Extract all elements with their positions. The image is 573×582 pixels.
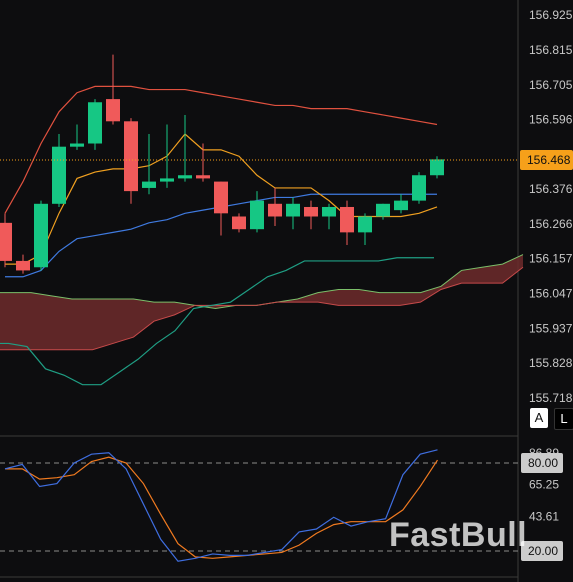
stoch-tick-label: 86.89 [529,446,559,460]
candle-up [34,203,48,268]
log-scale-button[interactable]: L [554,408,573,430]
candle-down [124,121,138,192]
candle-down [268,203,282,217]
candle-up [412,175,426,201]
candle-up [430,159,444,176]
candle-up [394,200,408,211]
cloud-bottom-line [0,266,524,351]
price-tick-label: 156.376 [529,182,573,196]
watermark-logo: FastBull [389,516,528,554]
candle-up [88,102,102,144]
current-price-label: 156.468 [527,153,571,167]
candle-down [0,222,12,261]
price-tick-label: 156.705 [529,78,573,92]
candle-up [322,206,336,217]
candle-up [70,143,84,147]
ichimoku-cloud [0,254,523,350]
candle-up [376,203,390,217]
auto-scale-button[interactable]: A [530,408,548,428]
candle-up [160,178,174,182]
price-tick-label: 156.596 [529,112,573,126]
price-tick-label: 156.815 [529,43,573,57]
price-tick-label: 155.937 [529,322,573,336]
candle-down [232,216,246,230]
candle-up [286,203,300,217]
stoch-level-label: 80.00 [528,456,558,470]
stoch-tick-label: 65.25 [529,478,559,492]
stoch-level-label: 20.00 [528,544,558,558]
candle-up [52,146,66,204]
price-tick-label: 156.925 [529,8,573,22]
price-tick-label: 155.718 [529,391,573,405]
candle-up [142,181,156,188]
stoch-d-line [5,456,439,559]
candle-down [340,206,354,233]
price-tick-label: 156.157 [529,252,573,266]
candle-down [106,99,120,122]
candle-down [304,206,318,217]
candle-down [16,260,30,271]
upper-band-line [4,85,438,214]
candle-down [214,181,228,214]
price-tick-label: 156.266 [529,217,573,231]
current-price-tag [520,150,573,171]
price-tick-label: 156.047 [529,287,573,301]
stoch-level-tag [521,453,563,473]
candle-down [196,175,210,179]
stoch-level-tag [521,541,563,561]
candle-up [358,216,372,233]
candle-up [250,200,264,230]
stoch-tick-label: 43.61 [529,509,559,523]
lagging-line [0,257,434,386]
stoch-k-line [4,449,438,562]
candle-up [178,175,192,179]
price-tick-label: 155.828 [529,356,573,370]
